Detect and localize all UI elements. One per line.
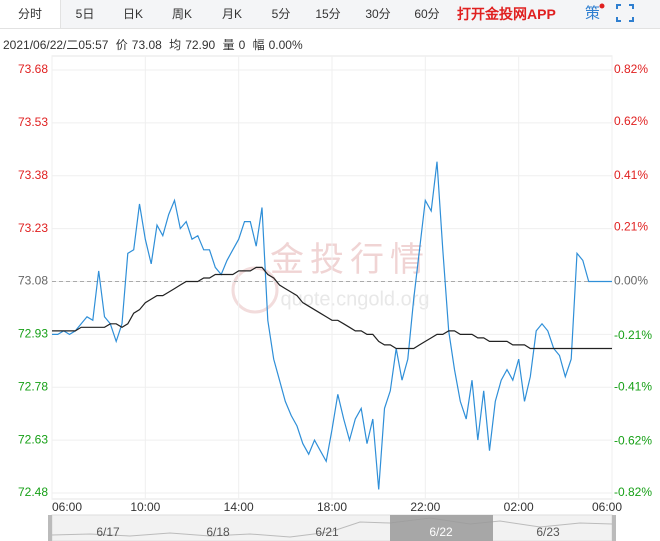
info-value: 72.90 bbox=[185, 38, 216, 52]
x-tick-label: 06:00 bbox=[52, 500, 82, 514]
y-tick-label: 72.63 bbox=[18, 432, 48, 446]
info-label: 幅 bbox=[252, 38, 265, 52]
x-tick-label: 10:00 bbox=[130, 500, 160, 514]
navigator-window[interactable] bbox=[390, 515, 493, 541]
navigator-date: 6/21 bbox=[315, 525, 339, 539]
toolbar: 分时 5日 日K 周K 月K 5分 15分 30分 60分 打开金投网APP 策 bbox=[0, 0, 660, 29]
y-tick-label: 73.68 bbox=[18, 62, 48, 76]
x-tick-label: 06:00 bbox=[592, 500, 622, 514]
navigator-handle[interactable] bbox=[48, 515, 52, 541]
tab[interactable]: 日K bbox=[122, 7, 143, 21]
y-tick-label: 72.78 bbox=[18, 379, 48, 393]
tab[interactable]: 月K bbox=[221, 7, 242, 21]
navigator-date: 6/17 bbox=[96, 525, 120, 539]
watermark: quote.cngold.org bbox=[280, 288, 429, 310]
tab[interactable]: 15分 bbox=[315, 7, 341, 21]
y2-tick-label: 0.62% bbox=[614, 114, 648, 128]
navigator-handle[interactable] bbox=[612, 515, 616, 541]
tab[interactable]: 周K bbox=[171, 7, 192, 21]
y2-tick-label: 0.41% bbox=[614, 168, 648, 182]
info-value: 73.08 bbox=[131, 38, 162, 52]
tab[interactable]: 5分 bbox=[271, 7, 291, 21]
navigator bbox=[48, 514, 616, 541]
navigator-bg bbox=[51, 514, 613, 541]
info-label: 均 bbox=[169, 38, 182, 52]
y-tick-label: 72.93 bbox=[18, 327, 48, 341]
y2-tick-label: 0.21% bbox=[614, 220, 648, 234]
watermark: 金投行情 bbox=[270, 241, 430, 279]
y2-tick-label: -0.62% bbox=[614, 434, 652, 448]
x-tick-label: 14:00 bbox=[224, 500, 254, 514]
y-tick-label: 73.23 bbox=[18, 221, 48, 235]
y2-tick-label: 0.00% bbox=[614, 274, 648, 288]
y2-tick-label: -0.82% bbox=[614, 485, 652, 499]
info-value: 0.00% bbox=[268, 38, 303, 52]
tab[interactable]: 分时 bbox=[0, 0, 61, 28]
tab[interactable]: 5日 bbox=[75, 7, 95, 21]
info-value: 0 bbox=[238, 38, 246, 52]
navigator-line bbox=[51, 517, 613, 538]
app-link[interactable]: 打开金投网APP bbox=[457, 6, 556, 22]
x-tick-label: 18:00 bbox=[317, 500, 347, 514]
series-line bbox=[52, 266, 612, 350]
y2-tick-label: -0.21% bbox=[614, 328, 652, 342]
navigator-date: 6/23 bbox=[536, 525, 560, 539]
y-tick-label: 72.48 bbox=[18, 485, 48, 499]
x-tick-label: 22:00 bbox=[410, 500, 440, 514]
strategy-button[interactable]: 策 bbox=[585, 5, 601, 22]
y2-tick-label: -0.41% bbox=[614, 379, 652, 393]
info-label: 价 bbox=[115, 38, 128, 52]
info-time: 2021/06/22/二05:57 bbox=[3, 38, 109, 52]
y2-tick-label: 0.82% bbox=[614, 62, 648, 76]
y-tick-label: 73.38 bbox=[18, 168, 48, 182]
navigator-date: 6/18 bbox=[206, 525, 230, 539]
tab[interactable]: 60分 bbox=[414, 7, 440, 21]
x-tick-label: 02:00 bbox=[504, 500, 534, 514]
watermark-logo bbox=[231, 266, 279, 314]
navigator-date: 6/22 bbox=[429, 525, 453, 539]
y-tick-label: 73.53 bbox=[18, 115, 48, 129]
info-label: 量 bbox=[222, 38, 235, 52]
y-tick-label: 73.08 bbox=[18, 274, 48, 288]
series-line bbox=[52, 161, 612, 490]
tab[interactable]: 30分 bbox=[365, 7, 391, 21]
